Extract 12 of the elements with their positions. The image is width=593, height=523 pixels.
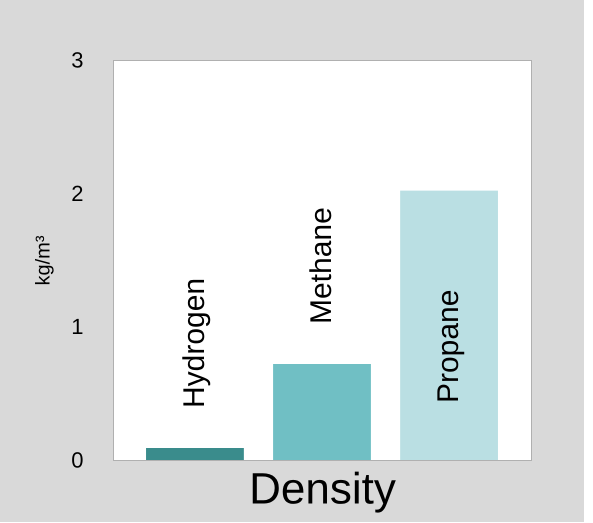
y-axis-title: kg/m³	[32, 235, 54, 286]
bar	[146, 448, 244, 460]
x-tick-label: Methane	[305, 207, 338, 324]
x-tick-label: Propane	[432, 290, 466, 403]
y-tick-label: 1	[71, 314, 84, 340]
bar	[400, 190, 498, 460]
y-tick-label: 2	[71, 180, 84, 206]
x-tick-label: Hydrogen	[178, 278, 211, 408]
y-tick-label: 3	[71, 48, 84, 72]
y-tick-label: 0	[71, 448, 84, 472]
bar	[273, 364, 371, 460]
x-axis-title: Density	[249, 464, 396, 514]
